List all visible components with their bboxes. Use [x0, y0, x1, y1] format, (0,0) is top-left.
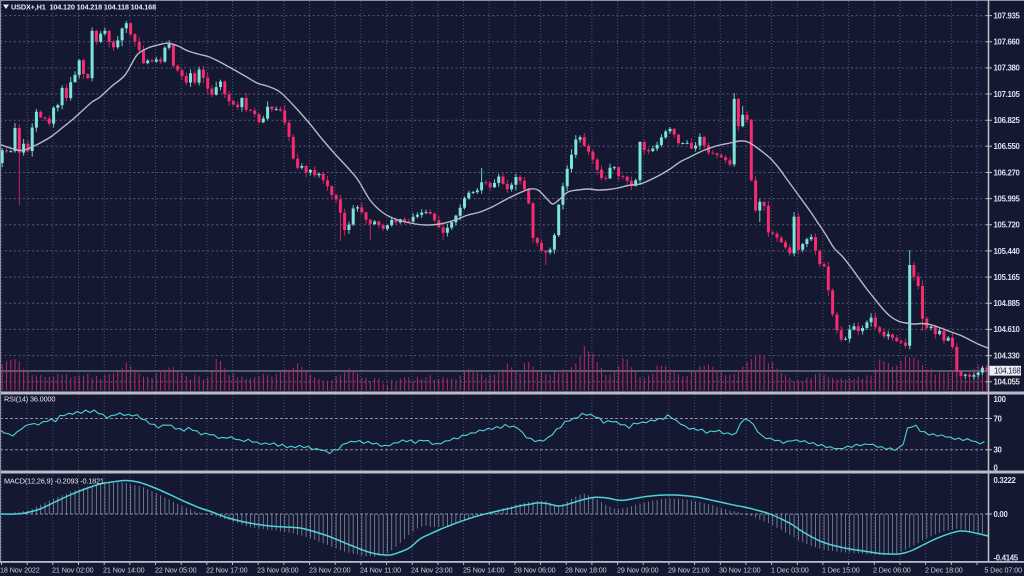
- svg-text:28 Nov 06:00: 28 Nov 06:00: [514, 566, 556, 575]
- svg-text:107.380: 107.380: [994, 64, 1021, 73]
- svg-text:105.720: 105.720: [994, 221, 1021, 230]
- svg-text:2 Dec 18:00: 2 Dec 18:00: [925, 566, 963, 575]
- svg-text:0.00: 0.00: [994, 510, 1009, 519]
- svg-text:104.055: 104.055: [994, 378, 1021, 387]
- svg-text:24 Nov 11:00: 24 Nov 11:00: [360, 566, 401, 575]
- svg-text:107.105: 107.105: [994, 90, 1021, 99]
- svg-text:21 Nov 02:00: 21 Nov 02:00: [52, 566, 94, 575]
- svg-text:70: 70: [994, 414, 1003, 423]
- svg-text:0: 0: [994, 463, 999, 472]
- svg-text:29 Nov 21:00: 29 Nov 21:00: [668, 566, 710, 575]
- svg-text:0.3222: 0.3222: [994, 476, 1017, 485]
- svg-text:18 Nov 2022: 18 Nov 2022: [0, 566, 40, 575]
- svg-text:5 Dec 07:00: 5 Dec 07:00: [984, 566, 1022, 575]
- svg-text:MACD(12,26,9) -0.2093 -0.1821: MACD(12,26,9) -0.2093 -0.1821: [4, 477, 104, 486]
- svg-text:107.935: 107.935: [994, 11, 1021, 20]
- svg-text:105.440: 105.440: [994, 247, 1021, 256]
- svg-text:106.825: 106.825: [994, 116, 1021, 125]
- svg-text:30 Nov 12:00: 30 Nov 12:00: [719, 566, 761, 575]
- svg-text:22 Nov 17:00: 22 Nov 17:00: [206, 566, 248, 575]
- svg-text:22 Nov 05:00: 22 Nov 05:00: [155, 566, 197, 575]
- svg-text:1 Dec 03:00: 1 Dec 03:00: [771, 566, 809, 575]
- svg-text:25 Nov 14:00: 25 Nov 14:00: [463, 566, 505, 575]
- svg-text:28 Nov 18:00: 28 Nov 18:00: [565, 566, 607, 575]
- svg-text:23 Nov 08:00: 23 Nov 08:00: [257, 566, 299, 575]
- svg-text:100: 100: [994, 395, 1007, 404]
- svg-text:106.270: 106.270: [994, 168, 1021, 177]
- svg-text:30: 30: [994, 446, 1003, 455]
- svg-text:105.165: 105.165: [994, 273, 1021, 282]
- svg-text:21 Nov 14:00: 21 Nov 14:00: [103, 566, 145, 575]
- svg-text:107.660: 107.660: [994, 38, 1021, 47]
- svg-text:24 Nov 23:00: 24 Nov 23:00: [411, 566, 453, 575]
- svg-text:-0.4145: -0.4145: [994, 553, 1019, 562]
- svg-text:104.168: 104.168: [994, 367, 1021, 376]
- svg-text:1 Dec 15:00: 1 Dec 15:00: [822, 566, 860, 575]
- svg-text:USDX+,H1 104.120 104.218 104.: USDX+,H1 104.120 104.218 104.118 104.168: [11, 3, 156, 12]
- svg-text:104.330: 104.330: [994, 351, 1021, 360]
- svg-text:2 Dec 06:00: 2 Dec 06:00: [873, 566, 911, 575]
- svg-text:104.610: 104.610: [994, 325, 1021, 334]
- svg-text:23 Nov 20:00: 23 Nov 20:00: [309, 566, 351, 575]
- svg-text:106.550: 106.550: [994, 142, 1021, 151]
- svg-text:105.995: 105.995: [994, 194, 1021, 203]
- svg-text:RSI(14) 36.0000: RSI(14) 36.0000: [4, 395, 55, 404]
- svg-text:104.885: 104.885: [994, 299, 1021, 308]
- svg-text:29 Nov 09:00: 29 Nov 09:00: [617, 566, 659, 575]
